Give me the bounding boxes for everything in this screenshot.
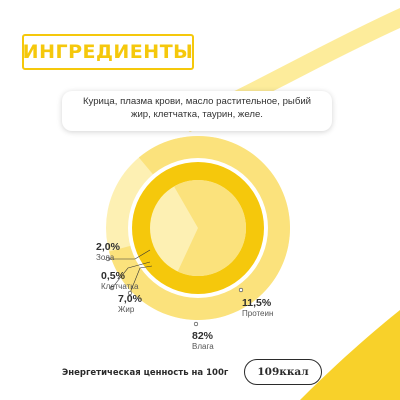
title-box: ИНГРЕДИЕНТЫ <box>22 34 194 70</box>
label-fat-percent: 7,0% <box>118 293 142 305</box>
label-fiber: 0,5% Клетчатка <box>101 270 138 292</box>
ingredients-line-2: жир, клетчатка, таурин, желе. <box>131 108 263 120</box>
label-ash: 2,0% Зола <box>96 241 120 263</box>
bottom-right-swoosh <box>300 310 400 400</box>
page-title: ИНГРЕДИЕНТЫ <box>22 41 194 63</box>
marker-protein <box>238 287 244 293</box>
label-fat: 7,0% Жир <box>118 293 142 315</box>
label-protein-percent: 11,5% <box>242 297 272 309</box>
ingredients-line-1: Курица, плазма крови, масло растительное… <box>82 96 312 107</box>
marker-moisture <box>193 321 199 327</box>
leader-ash-marker <box>105 256 111 262</box>
label-fat-name: Жир <box>118 305 135 314</box>
leader-ash <box>108 249 151 260</box>
energy-label: Энергетическая ценность на 100г <box>62 368 229 378</box>
label-moisture-name: Влага <box>192 342 214 351</box>
energy-value: 109ккал <box>257 366 309 378</box>
leader-fat <box>129 265 153 294</box>
energy-value-badge: 109ккал <box>244 359 322 385</box>
label-moisture: 82% Влага <box>192 330 214 352</box>
label-moisture-percent: 82% <box>192 330 214 342</box>
label-protein: 11,5% Протеин <box>242 297 273 319</box>
label-ash-percent: 2,0% <box>96 241 120 253</box>
label-fiber-name: Клетчатка <box>101 282 139 291</box>
label-fiber-percent: 0,5% <box>101 270 125 282</box>
leader-fiber-marker <box>109 285 115 291</box>
inner-wedge <box>174 180 246 276</box>
label-ash-name: Зола <box>96 253 115 262</box>
label-protein-name: Протеин <box>242 309 274 318</box>
leader-fat-marker <box>127 290 133 296</box>
leader-fiber <box>111 261 151 289</box>
ingredients-box: Курица, плазма крови, масло растительное… <box>62 91 332 131</box>
